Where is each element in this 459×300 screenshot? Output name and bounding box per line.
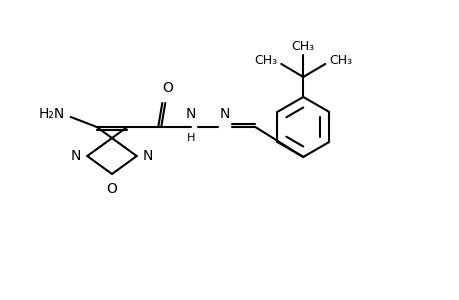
Text: H: H (187, 133, 195, 143)
Text: N: N (219, 107, 230, 121)
Text: O: O (106, 182, 117, 196)
Text: N: N (71, 149, 81, 163)
Text: N: N (186, 107, 196, 121)
Text: CH₃: CH₃ (329, 55, 352, 68)
Text: H₂N: H₂N (39, 107, 65, 121)
Text: CH₃: CH₃ (254, 55, 277, 68)
Text: O: O (162, 81, 172, 95)
Text: N: N (142, 149, 153, 163)
Text: CH₃: CH₃ (291, 40, 314, 53)
